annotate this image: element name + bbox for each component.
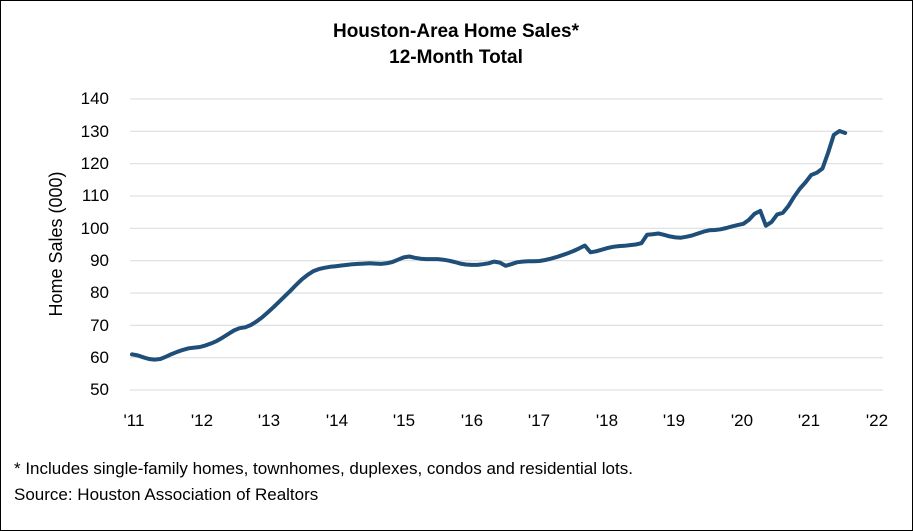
y-tick-label: 90 — [90, 251, 109, 270]
y-tick-label: 50 — [90, 380, 109, 399]
y-tick-label: 70 — [90, 316, 109, 335]
x-tick-label: '20 — [730, 411, 754, 430]
x-tick-label: '22 — [865, 411, 889, 430]
x-tick-label: '18 — [595, 411, 619, 430]
y-tick-label: 130 — [80, 122, 109, 141]
x-tick-label: '17 — [527, 411, 551, 430]
chart-title: Houston-Area Home Sales* — [332, 21, 579, 42]
x-tick-label: '12 — [190, 411, 214, 430]
footnote-source: Source: Houston Association of Realtors — [14, 485, 319, 504]
home-sales-line — [130, 129, 848, 362]
x-tick-label: '15 — [392, 411, 416, 430]
x-tick-label: '13 — [257, 411, 281, 430]
x-tick-label: '11 — [123, 411, 145, 430]
x-tick-label: '16 — [460, 411, 484, 430]
footnote-asterisk: * Includes single-family homes, townhome… — [14, 459, 633, 478]
chart-subtitle: 12-Month Total — [389, 47, 523, 68]
x-tick-label: '14 — [325, 411, 349, 430]
y-tick-label: 60 — [90, 348, 109, 367]
y-tick-label: 140 — [80, 89, 109, 108]
y-tick-label: 120 — [80, 154, 109, 173]
x-tick-label: '21 — [797, 411, 821, 430]
y-tick-label: 110 — [81, 186, 109, 205]
y-tick-label: 100 — [80, 219, 109, 238]
y-tick-label: 80 — [90, 283, 109, 302]
x-tick-label: '19 — [662, 411, 686, 430]
